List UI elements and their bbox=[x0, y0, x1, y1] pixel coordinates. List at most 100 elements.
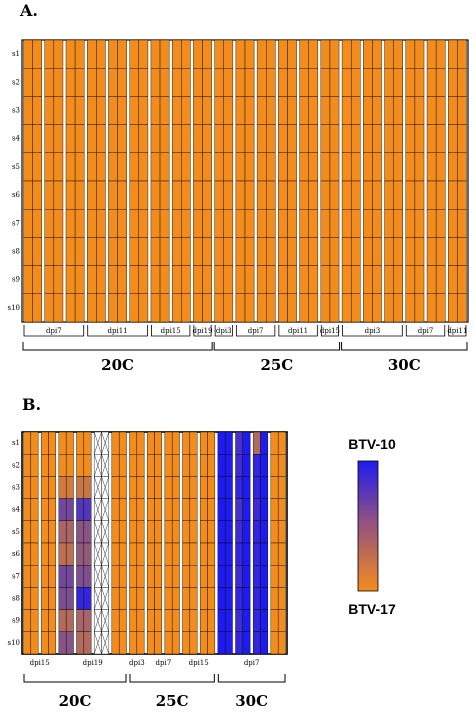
heatmap-cell bbox=[193, 152, 203, 182]
heatmap-cell bbox=[129, 454, 138, 477]
heatmap-cell bbox=[40, 454, 49, 477]
heatmap-cell bbox=[111, 498, 120, 522]
heatmap-cell bbox=[299, 152, 309, 182]
heatmap-cell bbox=[299, 67, 309, 97]
heatmap-cell bbox=[341, 39, 352, 69]
heatmap-cell bbox=[341, 208, 352, 238]
missing-mark bbox=[93, 542, 102, 566]
heatmap-cell bbox=[53, 180, 64, 210]
missing-mark bbox=[101, 520, 110, 544]
row-label: s9 bbox=[12, 276, 20, 284]
heatmap-cell bbox=[65, 454, 74, 477]
heatmap-cell bbox=[193, 96, 203, 125]
heatmap-cell bbox=[414, 237, 425, 266]
heatmap-cell bbox=[256, 293, 267, 323]
heatmap-cell bbox=[129, 208, 140, 238]
heatmap-cell bbox=[150, 152, 161, 182]
heatmap-cell bbox=[252, 587, 261, 610]
heatmap-cell bbox=[224, 498, 233, 522]
heatmap-cell bbox=[117, 208, 127, 238]
heatmap-cell bbox=[111, 631, 120, 655]
heatmap-cell bbox=[83, 520, 92, 544]
heatmap-cell bbox=[23, 293, 33, 323]
heatmap-cell bbox=[266, 67, 276, 97]
heatmap-cell bbox=[202, 208, 212, 238]
heatmap-cell bbox=[278, 293, 288, 323]
dpi-bracket bbox=[87, 325, 148, 337]
missing-mark bbox=[101, 542, 110, 566]
heatmap-cell bbox=[87, 208, 97, 238]
heatmap-cell bbox=[136, 565, 145, 588]
heatmap-cell bbox=[23, 180, 33, 210]
heatmap-cell bbox=[260, 587, 269, 610]
heatmap-cell bbox=[341, 152, 352, 182]
heatmap-cell bbox=[235, 587, 244, 610]
heatmap-cell bbox=[426, 124, 437, 153]
heatmap-cell bbox=[457, 208, 467, 238]
missing-mark bbox=[101, 454, 110, 477]
heatmap-cell bbox=[235, 293, 246, 323]
row-label: s2 bbox=[12, 78, 20, 86]
heatmap-cell bbox=[108, 124, 118, 153]
heatmap-cell bbox=[384, 265, 394, 295]
heatmap-cell bbox=[32, 208, 42, 238]
heatmap-cell bbox=[189, 542, 198, 566]
heatmap-cell bbox=[372, 265, 382, 295]
heatmap-cell bbox=[457, 152, 467, 182]
heatmap-cell bbox=[108, 180, 118, 210]
heatmap-cell bbox=[182, 587, 191, 610]
heatmap-cell bbox=[129, 609, 138, 632]
heatmap-cell bbox=[117, 237, 127, 266]
heatmap-cell bbox=[252, 454, 261, 477]
heatmap-cell bbox=[136, 609, 145, 632]
heatmap-cell bbox=[117, 39, 127, 69]
heatmap-cell bbox=[448, 265, 458, 295]
heatmap-cell bbox=[199, 431, 208, 455]
heatmap-cell bbox=[53, 39, 64, 69]
heatmap-cell bbox=[74, 180, 85, 210]
heatmap-cell bbox=[150, 39, 161, 69]
heatmap-cell bbox=[299, 180, 309, 210]
heatmap-cell bbox=[58, 609, 67, 632]
heatmap-cell bbox=[435, 124, 446, 153]
heatmap-cell bbox=[171, 180, 182, 210]
heatmap-cell bbox=[146, 565, 155, 588]
heatmap-cell bbox=[136, 454, 145, 477]
heatmap-cell bbox=[448, 208, 458, 238]
heatmap-cell bbox=[405, 265, 416, 295]
heatmap-cell bbox=[32, 124, 42, 153]
heatmap-cell bbox=[308, 180, 319, 210]
heatmap-cell bbox=[96, 67, 106, 97]
heatmap-cell bbox=[171, 96, 182, 125]
heatmap-cell bbox=[287, 265, 297, 295]
heatmap-cell bbox=[363, 67, 373, 97]
heatmap-cell bbox=[44, 208, 55, 238]
heatmap-cell bbox=[65, 609, 74, 632]
heatmap-cell bbox=[138, 180, 149, 210]
heatmap-cell bbox=[287, 39, 297, 69]
heatmap-cell bbox=[414, 265, 425, 295]
heatmap-cell bbox=[136, 476, 145, 499]
missing-mark bbox=[101, 609, 110, 632]
heatmap-cell bbox=[129, 293, 140, 323]
heatmap-cell bbox=[136, 498, 145, 522]
heatmap-cell bbox=[40, 587, 49, 610]
heatmap-cell bbox=[223, 124, 234, 153]
heatmap-cell bbox=[202, 67, 212, 97]
heatmap-cell bbox=[65, 542, 74, 566]
heatmap-cell bbox=[181, 124, 191, 153]
heatmap-cell bbox=[435, 180, 446, 210]
heatmap-cell bbox=[65, 631, 74, 655]
heatmap-cell bbox=[223, 96, 234, 125]
heatmap-cell bbox=[457, 293, 467, 323]
row-label: s8 bbox=[12, 595, 20, 603]
heatmap-cell bbox=[341, 237, 352, 266]
heatmap-cell bbox=[159, 152, 170, 182]
heatmap-cell bbox=[48, 431, 57, 455]
heatmap-cell bbox=[372, 293, 382, 323]
heatmap-cell bbox=[299, 208, 309, 238]
heatmap-cell bbox=[457, 180, 467, 210]
heatmap-cell bbox=[164, 609, 173, 632]
heatmap-cell bbox=[40, 476, 49, 499]
heatmap-cell bbox=[350, 39, 361, 69]
